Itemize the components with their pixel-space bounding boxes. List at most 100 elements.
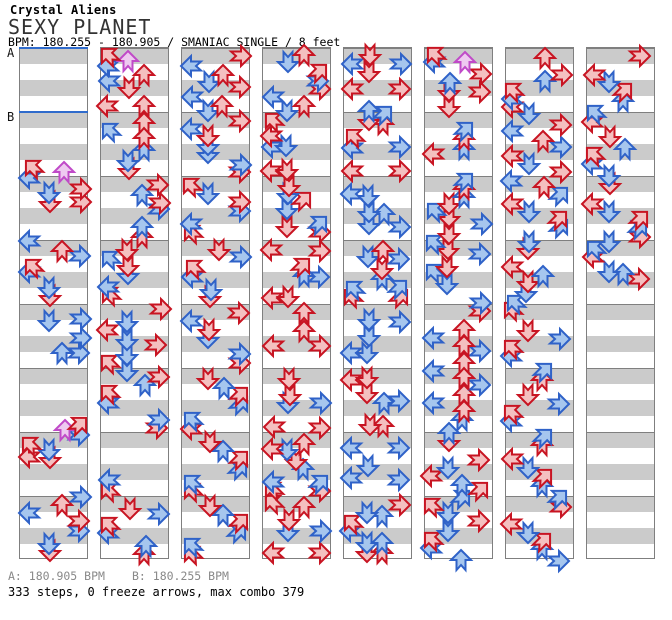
arrow-ul-icon — [100, 354, 122, 376]
arrow-u-icon — [291, 432, 317, 457]
arrow-u-icon — [356, 99, 382, 124]
arrow-u-icon — [210, 503, 236, 528]
arrow-ul-icon — [183, 537, 205, 559]
arrow-d-icon — [195, 366, 221, 391]
arrow-ul-icon — [24, 258, 46, 280]
arrow-u-icon — [210, 439, 236, 464]
arrow-u-icon — [530, 129, 556, 154]
arrow-ur-icon — [452, 121, 474, 143]
arrow-r-icon — [145, 172, 170, 198]
arrow-ul-icon — [423, 497, 445, 519]
arrow-l-icon — [97, 467, 122, 493]
arrow-ul-icon — [586, 104, 608, 126]
arrow-l-icon — [421, 358, 446, 384]
arrow-d-icon — [115, 148, 141, 173]
arrow-ur-icon — [531, 362, 553, 384]
arrow-d-icon — [36, 531, 62, 556]
arrow-d-icon — [114, 327, 140, 352]
arrow-u-icon — [452, 50, 478, 75]
arrow-l-icon — [582, 62, 607, 88]
arrow-d-icon — [117, 496, 143, 521]
arrow-r-icon — [228, 152, 253, 178]
arrow-ul-icon — [264, 112, 286, 134]
arrow-d-icon — [36, 180, 62, 205]
arrow-d-icon — [206, 237, 232, 262]
arrow-ur-icon — [306, 215, 328, 237]
bpm-marker-label-b: B — [7, 110, 15, 124]
arrow-r-icon — [227, 189, 252, 215]
arrow-u-icon — [115, 49, 141, 74]
arrow-l-icon — [260, 285, 285, 311]
arrow-r-icon — [387, 492, 412, 518]
arrow-ur-icon — [227, 450, 249, 472]
arrow-l-icon — [500, 191, 525, 217]
arrow-l-icon — [339, 435, 364, 461]
chart-meta: BPM: 180.255 - 180.905 / SMANIAC SINGLE … — [8, 35, 341, 49]
arrow-r-icon — [387, 76, 412, 102]
arrow-d-icon — [197, 429, 223, 454]
arrow-d-icon — [275, 49, 301, 74]
arrow-ur-icon — [611, 82, 633, 104]
arrow-r-icon — [66, 340, 91, 366]
arrow-d-icon — [515, 382, 541, 407]
arrow-ur-icon — [449, 489, 471, 511]
arrow-u-icon — [436, 421, 462, 446]
arrow-u-icon — [448, 548, 474, 573]
arrow-u-icon — [532, 69, 558, 94]
arrow-d-icon — [516, 101, 542, 126]
arrow-l-icon — [95, 93, 120, 119]
arrow-l-icon — [421, 390, 446, 416]
arrow-ur-icon — [531, 468, 553, 490]
arrow-d-icon — [195, 123, 221, 148]
arrow-d-icon — [596, 259, 622, 284]
arrow-ul-icon — [182, 177, 204, 199]
arrow-u-icon — [449, 473, 475, 498]
arrow-r-icon — [549, 62, 574, 88]
arrow-l-icon — [17, 228, 42, 254]
arrow-ul-icon — [345, 280, 367, 302]
arrow-ul-icon — [100, 384, 122, 406]
arrow-d-icon — [516, 229, 542, 254]
arrow-l-icon — [259, 123, 284, 149]
arrow-u-icon — [291, 495, 317, 520]
arrow-d-icon — [515, 318, 541, 343]
arrow-ur-icon — [530, 532, 552, 554]
arrow-r-icon — [387, 309, 412, 335]
arrow-r-icon — [468, 290, 493, 316]
arrow-d-icon — [197, 493, 223, 518]
arrow-r-icon — [386, 246, 411, 272]
arrow-ul-icon — [504, 82, 526, 104]
arrow-d-icon — [276, 366, 302, 391]
arrow-u-icon — [291, 301, 317, 326]
arrow-r-icon — [228, 43, 253, 69]
arrow-l-icon — [261, 540, 286, 566]
arrow-u-icon — [51, 160, 77, 185]
arrow-ur-icon — [547, 186, 569, 208]
arrow-r-icon — [307, 540, 332, 566]
arrow-d-icon — [195, 181, 221, 206]
arrow-ur-icon — [531, 428, 553, 450]
arrow-u-icon — [133, 534, 159, 559]
arrow-ul-icon — [503, 404, 525, 426]
arrow-d-icon — [357, 412, 383, 437]
arrow-ur-icon — [452, 172, 474, 194]
arrow-d-icon — [36, 275, 62, 300]
arrow-ur-icon — [227, 513, 249, 535]
arrow-r-icon — [307, 333, 332, 359]
arrow-d-icon — [597, 124, 623, 149]
arrow-u-icon — [131, 94, 157, 119]
arrow-d-icon — [516, 151, 542, 176]
arrow-ul-icon — [503, 339, 525, 361]
chart-column-8 — [586, 47, 655, 559]
arrow-ur-icon — [371, 105, 393, 127]
arrow-r-icon — [627, 43, 652, 69]
arrow-r-icon — [547, 326, 572, 352]
arrow-d-icon — [596, 199, 622, 224]
arrow-r-icon — [386, 467, 411, 493]
arrow-l-icon — [580, 191, 605, 217]
arrow-d-icon — [274, 214, 300, 239]
arrow-l-icon — [421, 141, 446, 167]
arrow-d-icon — [196, 69, 222, 94]
arrow-r-icon — [227, 74, 252, 100]
